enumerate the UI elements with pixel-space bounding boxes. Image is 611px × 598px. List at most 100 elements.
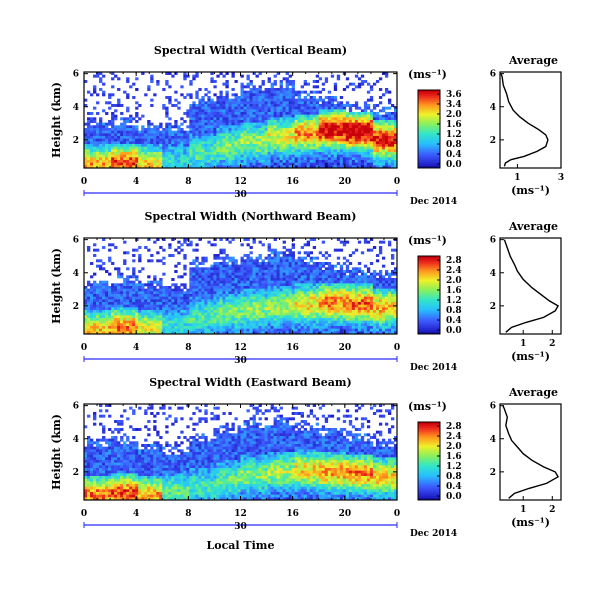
heatmap-cell bbox=[276, 138, 280, 142]
heatmap-cell bbox=[174, 288, 178, 292]
heatmap-cell bbox=[285, 149, 289, 153]
heatmap-cell bbox=[285, 288, 289, 292]
heatmap-cell bbox=[156, 283, 160, 287]
heatmap-cell bbox=[273, 154, 277, 158]
heatmap-cell bbox=[105, 270, 109, 273]
heatmap-cell bbox=[387, 122, 392, 126]
heatmap-cell bbox=[390, 114, 395, 118]
heatmap-cell bbox=[390, 165, 395, 169]
heatmap-cell bbox=[303, 256, 308, 260]
heatmap-cell bbox=[273, 326, 277, 329]
heatmap-cell bbox=[327, 320, 332, 324]
heatmap-cell bbox=[192, 162, 196, 166]
heatmap-cell bbox=[84, 162, 88, 166]
heatmap-cell bbox=[90, 144, 94, 147]
heatmap-cell bbox=[270, 267, 274, 271]
heatmap-cell bbox=[300, 146, 304, 150]
heatmap-cell bbox=[192, 315, 196, 319]
heatmap-cell bbox=[249, 328, 253, 332]
heatmap-cell bbox=[231, 318, 235, 321]
heatmap-cell bbox=[225, 109, 229, 113]
heatmap-cell bbox=[165, 160, 169, 163]
heatmap-cell bbox=[195, 104, 199, 107]
heatmap-cell bbox=[174, 133, 178, 137]
heatmap-cell bbox=[261, 128, 265, 131]
heatmap-cell bbox=[249, 304, 253, 308]
heatmap-cell bbox=[393, 160, 398, 163]
heatmap-cell bbox=[267, 104, 271, 107]
heatmap-cell bbox=[198, 98, 202, 102]
heatmap-cell bbox=[285, 162, 289, 166]
heatmap-cell bbox=[270, 120, 274, 123]
heatmap-cell bbox=[270, 294, 274, 297]
heatmap-cell bbox=[108, 130, 112, 134]
heatmap-cell bbox=[120, 296, 124, 300]
heatmap-cell bbox=[210, 272, 214, 276]
heatmap-cell bbox=[225, 157, 229, 161]
heatmap-cell bbox=[87, 331, 91, 335]
heatmap-cell bbox=[393, 106, 398, 110]
heatmap-cell bbox=[180, 154, 184, 158]
heatmap-cell bbox=[240, 312, 244, 316]
heatmap-cell bbox=[174, 141, 178, 145]
heatmap-cell bbox=[132, 130, 136, 134]
heatmap-cell bbox=[267, 114, 271, 118]
heatmap-cell bbox=[240, 307, 244, 311]
heatmap-cell bbox=[225, 323, 229, 327]
heatmap-cell bbox=[315, 264, 320, 268]
heatmap-cell bbox=[222, 122, 226, 126]
heatmap-cell bbox=[171, 74, 175, 78]
heatmap-cell bbox=[366, 82, 371, 86]
heatmap-cell bbox=[186, 133, 190, 137]
heatmap-cell bbox=[309, 120, 314, 123]
heatmap-cell bbox=[255, 331, 259, 335]
heatmap-cell bbox=[225, 262, 229, 265]
heatmap-cell bbox=[207, 275, 211, 279]
heatmap-cell bbox=[324, 275, 329, 279]
heatmap-cell bbox=[192, 104, 196, 107]
heatmap-cell bbox=[318, 320, 323, 324]
heatmap-cell bbox=[156, 291, 160, 295]
heatmap-cell bbox=[114, 149, 118, 153]
heatmap-cell bbox=[288, 288, 292, 292]
heatmap-cell bbox=[348, 104, 353, 107]
heatmap-cell bbox=[351, 82, 356, 86]
heatmap-cell bbox=[141, 320, 145, 324]
heatmap-cell bbox=[351, 112, 356, 115]
heatmap-cell bbox=[138, 291, 142, 295]
heatmap-cell bbox=[138, 310, 142, 313]
heatmap-cell bbox=[177, 152, 181, 155]
heatmap-cell bbox=[102, 302, 106, 305]
heatmap-cell bbox=[249, 264, 253, 268]
heatmap-cell bbox=[123, 323, 127, 327]
heatmap-cell bbox=[117, 283, 121, 287]
heatmap-cell bbox=[390, 144, 395, 147]
heatmap-cell bbox=[132, 133, 136, 137]
heatmap-cell bbox=[276, 128, 280, 131]
heatmap-cell bbox=[252, 93, 256, 97]
heatmap-cell bbox=[114, 117, 118, 121]
heatmap-cell bbox=[222, 157, 226, 161]
heatmap-cell bbox=[342, 144, 347, 147]
heatmap-cell bbox=[129, 312, 133, 316]
heatmap-cell bbox=[282, 323, 286, 327]
heatmap-cell bbox=[213, 328, 217, 332]
panel-1: Spectral Width (Northward Beam)0 4 8 12 16 20… bbox=[50, 210, 562, 373]
heatmap-cell bbox=[222, 152, 226, 155]
heatmap-cell bbox=[276, 259, 280, 263]
heatmap-cell bbox=[168, 312, 172, 316]
heatmap-cell bbox=[336, 152, 341, 155]
heatmap-cell bbox=[111, 304, 115, 308]
heatmap-cell bbox=[282, 259, 286, 263]
heatmap-cell bbox=[282, 280, 286, 284]
heatmap-cell bbox=[177, 125, 181, 129]
heatmap-cell bbox=[282, 90, 286, 94]
heatmap-cell bbox=[120, 112, 124, 115]
heatmap-cell bbox=[312, 114, 317, 118]
heatmap-cell bbox=[126, 320, 130, 324]
heatmap-cell bbox=[246, 157, 250, 161]
heatmap-cell bbox=[243, 106, 247, 110]
heatmap-cell bbox=[303, 278, 308, 281]
heatmap-cell bbox=[342, 109, 347, 113]
heatmap-cell bbox=[129, 160, 133, 163]
